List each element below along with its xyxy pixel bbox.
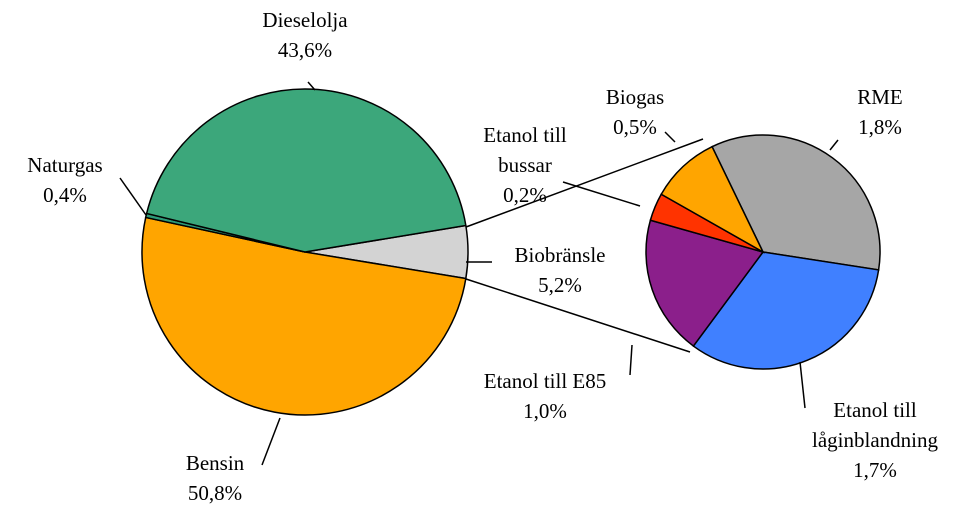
leader-line [664, 131, 676, 143]
slice-value: 43,6% [277, 38, 333, 62]
slice-label: Etanol till bussar 0,2% [470, 120, 580, 210]
slice-label: Etanol till låginblandning 1,7% [800, 395, 950, 485]
slice-label: Naturgas 0,4% [0, 150, 130, 210]
slice-value: 1,0% [523, 399, 567, 423]
slice-name: Dieselolja [262, 8, 348, 32]
leader-line [562, 181, 641, 207]
pie-slice [141, 216, 467, 416]
slice-label: Dieselolja 43,6% [240, 5, 370, 65]
connector-line [465, 138, 704, 228]
slice-label: Etanol till E85 1,0% [455, 366, 635, 426]
slice-value: 1,8% [858, 115, 902, 139]
leader-line [119, 177, 147, 216]
slice-value: 0,2% [503, 183, 547, 207]
leader-line [829, 139, 839, 151]
leader-line [629, 344, 633, 376]
slice-name: Biobränsle [514, 243, 606, 267]
slice-value: 0,4% [43, 183, 87, 207]
slice-value: 0,5% [613, 115, 657, 139]
slice-label: Bensin 50,8% [160, 448, 270, 508]
leader-line [307, 81, 316, 91]
pie-slice [660, 145, 765, 254]
leader-line [799, 361, 806, 409]
leader-line [261, 417, 281, 466]
slice-name: Etanol till bussar [483, 123, 567, 177]
slice-value: 1,7% [853, 458, 897, 482]
pie-slice [145, 88, 467, 253]
slice-name: Etanol till låginblandning [812, 398, 938, 452]
connector-line [465, 278, 691, 353]
slice-name: Naturgas [27, 153, 103, 177]
pie-slice [711, 134, 881, 271]
slice-value: 50,8% [187, 481, 243, 505]
pie-slice [692, 251, 880, 370]
slice-name: RME [857, 85, 903, 109]
pie-slice [645, 219, 765, 348]
slice-label: RME 1,8% [820, 82, 940, 142]
slice-label: Biobränsle 5,2% [495, 240, 625, 300]
slice-name: Bensin [185, 451, 245, 475]
slice-value: 5,2% [538, 273, 582, 297]
slice-label: Biogas 0,5% [575, 82, 695, 142]
slice-name: Biogas [605, 85, 665, 109]
slice-name: Etanol till E85 [483, 369, 607, 393]
